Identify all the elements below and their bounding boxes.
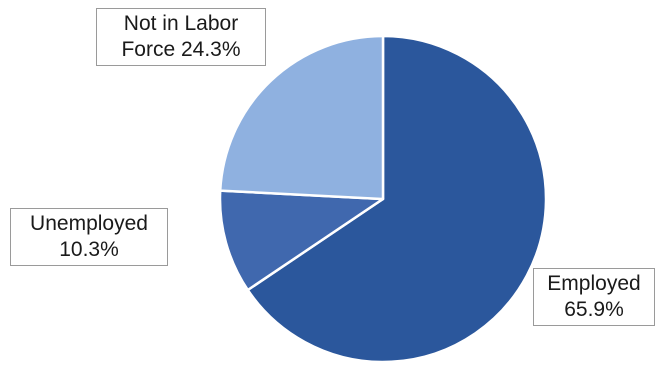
- data-label-employed-line2: 65.9%: [564, 298, 624, 321]
- data-label-unemployed-line1: Unemployed: [30, 212, 148, 235]
- data-label-unemployed-line2: 10.3%: [59, 238, 119, 261]
- pie-slices: [218, 34, 548, 364]
- data-label-not-in-labor-force: Not in Labor Force 24.3%: [96, 8, 266, 66]
- data-label-unemployed: Unemployed 10.3%: [10, 208, 168, 266]
- pie-slice-employed: [246, 34, 548, 364]
- data-label-employed: Employed 65.9%: [533, 268, 655, 326]
- data-label-not-in-labor-force-line1: Not in Labor: [123, 12, 239, 35]
- pie-slice-not-in-labor-force: [218, 34, 385, 201]
- pie-slice-unemployed: [218, 189, 385, 292]
- data-label-not-in-labor-force-line2: Force 24.3%: [121, 38, 241, 61]
- data-label-employed-line1: Employed: [547, 272, 641, 295]
